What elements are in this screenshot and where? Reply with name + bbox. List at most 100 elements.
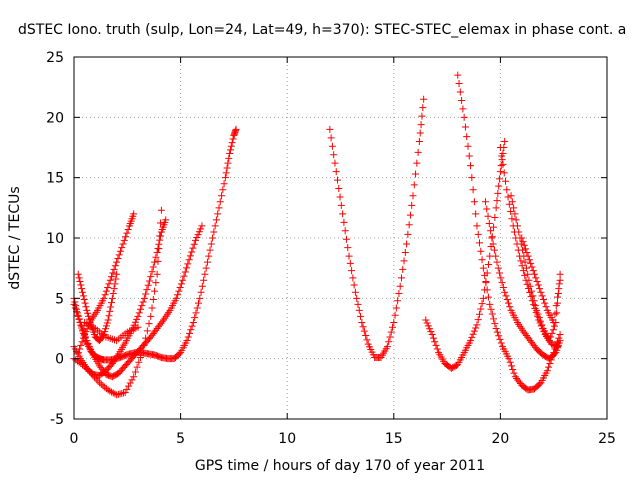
data-point <box>537 288 545 296</box>
data-point <box>426 325 434 333</box>
data-point <box>75 315 83 323</box>
data-point <box>135 358 143 366</box>
data-point <box>493 197 501 205</box>
data-point <box>492 325 500 332</box>
data-point <box>524 270 532 278</box>
data-point <box>396 282 404 290</box>
data-point <box>498 152 506 160</box>
data-point <box>461 123 469 131</box>
data-point <box>508 198 516 206</box>
data-point <box>526 282 534 290</box>
x-axis-title: GPS time / hours of day 170 of year 2011 <box>195 458 485 474</box>
data-series <box>326 95 428 361</box>
data-point <box>417 121 425 129</box>
data-point <box>191 314 199 322</box>
data-point <box>148 304 156 312</box>
data-point <box>420 95 428 103</box>
x-tick-label: 10 <box>278 431 296 447</box>
data-point <box>76 345 84 353</box>
data-point <box>533 277 541 285</box>
data-point <box>412 170 420 178</box>
data-point <box>194 231 202 239</box>
data-point <box>153 270 161 278</box>
data-point <box>405 221 413 229</box>
data-point <box>121 388 129 396</box>
data-point <box>209 234 217 242</box>
data-point <box>510 204 518 212</box>
data-series <box>74 210 138 357</box>
data-point <box>543 367 551 375</box>
data-point <box>80 296 88 304</box>
data-point <box>337 201 345 209</box>
data-point <box>224 159 232 167</box>
data-point <box>78 285 86 293</box>
data-point <box>192 236 200 244</box>
data-point <box>477 247 485 255</box>
data-point <box>226 146 234 154</box>
data-point <box>215 204 223 212</box>
data-point <box>133 315 141 323</box>
data-point <box>554 343 562 351</box>
data-point <box>109 269 117 277</box>
data-point <box>331 159 339 167</box>
data-point <box>219 186 227 194</box>
data-point <box>137 305 145 313</box>
data-point <box>143 286 151 294</box>
data-point <box>551 322 559 330</box>
data-point <box>142 290 150 298</box>
data-point <box>512 216 520 224</box>
data-point <box>454 71 462 79</box>
data-point <box>115 251 123 259</box>
data-marks <box>70 71 564 399</box>
data-point <box>523 248 531 256</box>
data-point <box>344 244 352 252</box>
data-point <box>394 297 402 305</box>
data-point <box>186 329 194 337</box>
data-point <box>533 306 541 314</box>
data-point <box>494 189 502 197</box>
data-point <box>507 192 515 200</box>
data-point <box>198 282 206 290</box>
data-point <box>145 277 153 285</box>
data-point <box>174 291 182 299</box>
data-point <box>479 294 487 302</box>
data-point <box>469 330 477 338</box>
data-point <box>490 315 498 323</box>
data-point <box>358 318 366 326</box>
data-point <box>155 245 163 253</box>
data-point <box>493 328 501 336</box>
data-point <box>78 338 86 346</box>
data-point <box>153 248 161 256</box>
data-point <box>138 302 146 310</box>
data-point <box>489 240 497 248</box>
data-point <box>389 323 397 331</box>
data-point <box>100 294 108 302</box>
data-point <box>431 338 439 346</box>
data-point <box>492 204 500 212</box>
data-point <box>467 337 475 345</box>
data-point <box>530 297 538 305</box>
data-point <box>363 336 371 344</box>
data-point <box>541 299 549 307</box>
data-point <box>222 169 230 177</box>
data-point <box>102 287 110 295</box>
data-point <box>481 198 489 206</box>
data-point <box>432 341 440 349</box>
data-point <box>84 339 92 347</box>
data-point <box>107 303 115 311</box>
data-point <box>340 218 348 226</box>
data-point <box>526 289 534 297</box>
data-point <box>534 310 542 318</box>
data-point <box>529 292 537 300</box>
data-point <box>186 252 194 260</box>
data-point <box>497 162 505 170</box>
data-point <box>109 290 117 298</box>
data-point <box>517 257 525 265</box>
data-point <box>536 380 544 388</box>
data-point <box>433 345 441 353</box>
data-point <box>188 322 196 330</box>
data-point <box>157 219 165 227</box>
data-point <box>528 263 536 271</box>
data-point <box>395 290 403 298</box>
